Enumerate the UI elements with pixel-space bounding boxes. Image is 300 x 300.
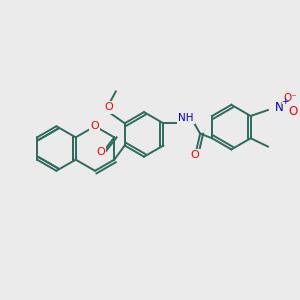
Text: NH: NH [178,113,194,123]
Text: O: O [191,150,200,160]
Text: O: O [104,103,113,112]
Text: O: O [289,105,298,118]
Text: +: + [281,97,289,106]
Text: O: O [91,121,99,131]
Text: N: N [275,101,284,114]
Text: O⁻: O⁻ [283,92,297,103]
Text: O: O [96,147,105,157]
